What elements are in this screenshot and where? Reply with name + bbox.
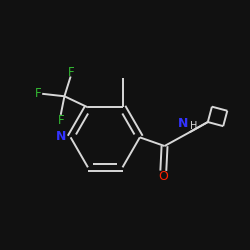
Text: O: O xyxy=(158,170,168,183)
Text: F: F xyxy=(34,87,41,100)
Text: F: F xyxy=(68,66,75,78)
Text: N: N xyxy=(56,130,66,143)
Text: F: F xyxy=(58,114,64,127)
Text: N: N xyxy=(178,117,188,130)
Text: H: H xyxy=(190,121,198,131)
